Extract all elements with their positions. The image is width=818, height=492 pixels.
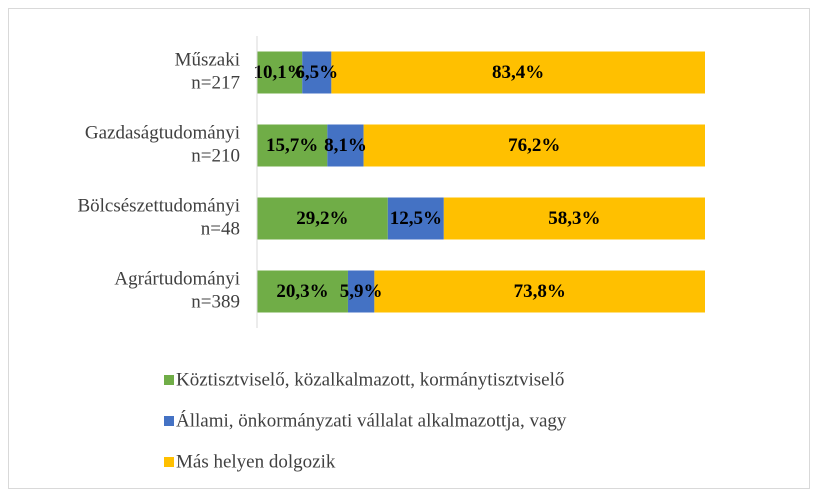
bar-segment	[327, 124, 364, 167]
bar-segment	[387, 197, 444, 240]
data-label: 58,3%	[548, 208, 600, 229]
legend-swatch	[164, 375, 174, 385]
category-label: Gazdaságtudományi	[85, 122, 240, 143]
bar-segment	[257, 270, 348, 313]
bar-segment	[363, 124, 705, 167]
data-label: 76,2%	[508, 135, 560, 156]
data-label: 5,9%	[340, 281, 383, 302]
bar-segment	[443, 197, 705, 240]
category-label: Agrártudományi	[114, 268, 240, 289]
legend-swatch	[164, 457, 174, 467]
bar-segment	[302, 51, 332, 94]
data-label: 6,5%	[295, 62, 338, 83]
legend-label: Más helyen dolgozik	[176, 451, 336, 472]
legend-swatch	[164, 416, 174, 426]
bar-segment	[374, 270, 705, 313]
bar-segment	[257, 124, 328, 167]
data-label: 73,8%	[514, 281, 566, 302]
data-label: 29,2%	[296, 208, 348, 229]
data-label: 15,7%	[266, 135, 318, 156]
legend-label: Állami, önkormányzati vállalat alkalmazo…	[176, 409, 567, 431]
category-label: Műszaki	[175, 49, 240, 70]
data-label: 83,4%	[492, 62, 544, 83]
data-label: 10,1%	[253, 62, 305, 83]
bar-segment	[347, 270, 375, 313]
category-label: Bölcsészettudományi	[77, 195, 240, 216]
bar-segment	[257, 197, 388, 240]
data-label: 12,5%	[390, 208, 442, 229]
data-label: 8,1%	[324, 135, 367, 156]
data-label: 20,3%	[276, 281, 328, 302]
bar-segment	[331, 51, 705, 94]
category-label: n=48	[201, 218, 240, 239]
bar-segment	[257, 51, 303, 94]
category-label: n=210	[191, 145, 240, 166]
category-label: n=389	[191, 291, 240, 312]
category-label: n=217	[191, 72, 240, 93]
legend-label: Köztisztviselő, közalkalmazott, kormányt…	[176, 369, 564, 390]
